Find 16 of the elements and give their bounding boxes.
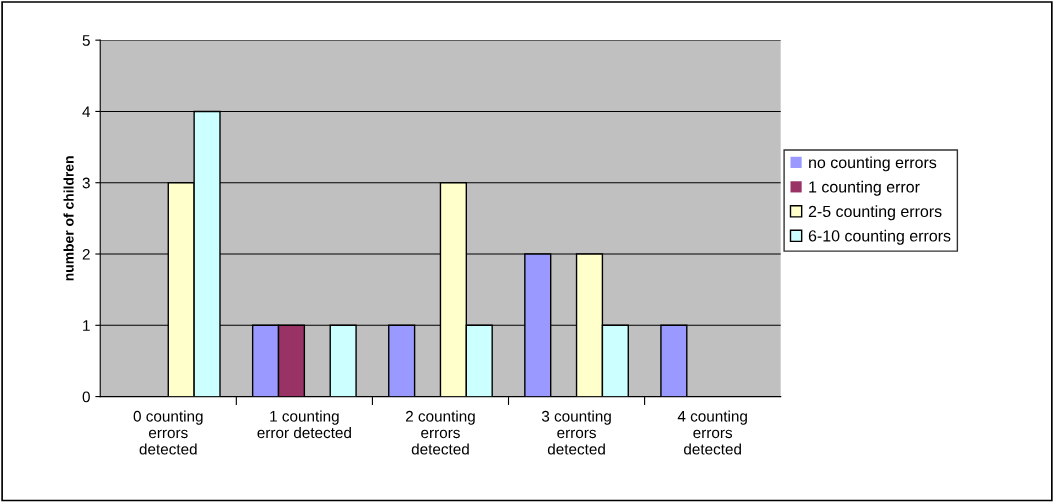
- x-tick-label: 0 counting errors detected: [133, 410, 203, 455]
- x-tick-label: 2 counting errors detected: [405, 410, 475, 455]
- y-tick-label: 3: [82, 177, 90, 189]
- y-tick-label: 0: [82, 391, 90, 403]
- y-tick-label: 5: [82, 35, 90, 46]
- y-tick-label: 1: [83, 320, 90, 331]
- legend-label: 2-5 counting errors: [808, 205, 942, 221]
- y-tick-label: 2: [82, 248, 90, 260]
- legend-label: 1 counting error: [809, 180, 920, 196]
- legend-label: no counting errors: [809, 156, 937, 172]
- legend-label: 6-10 counting errors: [808, 229, 951, 245]
- x-tick-label: 4 counting errors detected: [677, 410, 747, 455]
- y-axis-title: number of children: [63, 156, 74, 281]
- x-tick-label: 1 counting error detected: [257, 410, 351, 439]
- x-tick-label: 3 counting errors detected: [541, 410, 611, 455]
- y-tick-label: 4: [82, 106, 91, 117]
